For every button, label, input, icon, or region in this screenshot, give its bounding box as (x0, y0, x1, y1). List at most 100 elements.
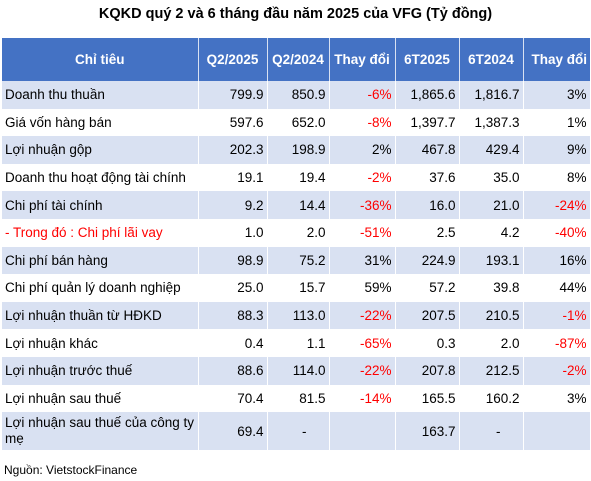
header-6t2025: 6T2025 (395, 38, 460, 81)
cell-6t2025: 207.8 (395, 356, 460, 385)
cell-6t2025: 467.8 (395, 136, 460, 164)
row-name: Lợi nhuận gộp (2, 136, 199, 164)
row-name: Chi phí tài chính (2, 191, 199, 219)
header-row: Chỉ tiêu Q2/2025 Q2/2024 Thay đổi 6T2025… (2, 38, 590, 81)
cell-q2-2025: 25.0 (198, 274, 268, 302)
cell-change-quarter: -2% (329, 163, 396, 192)
header-q2-2025: Q2/2025 (198, 38, 268, 81)
table-row: Chi phí bán hàng 98.9 75.2 31% 224.9 193.1 16% (2, 246, 591, 275)
table-row: - Trong đó : Chi phí lãi vay 1.0 2.0 -51% 2.… (2, 218, 591, 247)
cell-change-halfyear: 3% (523, 384, 591, 413)
cell-change-quarter: -51% (329, 218, 396, 247)
cell-change-halfyear: 16% (523, 246, 591, 275)
cell-change-quarter: -14% (329, 384, 396, 413)
cell-q2-2025: 19.1 (198, 163, 268, 192)
cell-change-halfyear: -1% (523, 301, 591, 330)
header-change-halfyear: Thay đổi (523, 38, 590, 81)
table-row: Chi phí quản lý doanh nghiệp 25.0 15.7 59% 5… (2, 274, 591, 302)
cell-q2-2024: 2.0 (267, 218, 330, 247)
table-row: Lợi nhuận trước thuế 88.6 114.0 -22% 207.8 21… (2, 356, 591, 385)
cell-q2-2024: 114.0 (267, 356, 330, 385)
cell-6t2024: 1,816.7 (459, 81, 524, 109)
table-row: Chi phí tài chính 9.2 14.4 -36% 16.0 21.0 -24% (2, 191, 591, 219)
cell-6t2025: 163.7 (395, 412, 460, 451)
cell-q2-2025: 0.4 (198, 329, 268, 357)
header-change-quarter: Thay đổi (329, 38, 396, 81)
cell-change-quarter: -22% (329, 301, 396, 330)
cell-q2-2024: - (267, 412, 330, 451)
cell-change-quarter: -36% (329, 191, 396, 219)
cell-6t2024: 2.0 (459, 329, 524, 357)
cell-q2-2025: 88.6 (198, 356, 268, 385)
cell-6t2025: 1,865.6 (395, 81, 460, 109)
cell-q2-2024: 652.0 (267, 108, 330, 137)
source-note: Nguồn: VietstockFinance (4, 463, 138, 477)
cell-6t2024: 212.5 (459, 356, 524, 385)
header-q2-2024: Q2/2024 (267, 38, 330, 81)
cell-q2-2025: 98.9 (198, 246, 268, 275)
financial-results-table: Chỉ tiêu Q2/2025 Q2/2024 Thay đổi 6T2025… (2, 38, 591, 451)
cell-q2-2024: 19.4 (267, 163, 330, 192)
row-name: Doanh thu hoạt động tài chính (2, 163, 199, 192)
cell-6t2025: 16.0 (395, 191, 460, 219)
cell-change-halfyear (523, 412, 591, 451)
row-name: Giá vốn hàng bán (2, 108, 199, 137)
cell-6t2024: 429.4 (459, 136, 524, 164)
cell-q2-2024: 81.5 (267, 384, 330, 413)
cell-6t2024: 21.0 (459, 191, 524, 219)
cell-q2-2024: 850.9 (267, 81, 330, 109)
row-name: Lợi nhuận khác (2, 329, 199, 357)
cell-change-halfyear: 3% (523, 81, 591, 109)
cell-change-halfyear: -24% (523, 191, 591, 219)
row-name: Chi phí quản lý doanh nghiệp (2, 274, 199, 302)
row-name: Lợi nhuận sau thuế (2, 384, 199, 413)
cell-change-quarter: 2% (329, 136, 396, 164)
cell-6t2025: 0.3 (395, 329, 460, 357)
row-name: Lợi nhuận trước thuế (2, 356, 199, 385)
cell-change-quarter (329, 412, 396, 451)
cell-change-halfyear: -87% (523, 329, 591, 357)
cell-6t2025: 2.5 (395, 218, 460, 247)
cell-6t2024: 35.0 (459, 163, 524, 192)
row-name: Doanh thu thuần (2, 81, 199, 109)
cell-q2-2025: 88.3 (198, 301, 268, 330)
cell-6t2025: 224.9 (395, 246, 460, 275)
cell-6t2025: 165.5 (395, 384, 460, 413)
cell-q2-2025: 69.4 (198, 412, 268, 451)
cell-q2-2024: 1.1 (267, 329, 330, 357)
table-title: KQKD quý 2 và 6 tháng đầu năm 2025 của V… (98, 6, 493, 22)
cell-change-quarter: 59% (329, 274, 396, 302)
row-name: - Trong đó : Chi phí lãi vay (2, 218, 199, 247)
cell-6t2025: 37.6 (395, 163, 460, 192)
cell-q2-2025: 597.6 (198, 108, 268, 137)
table-body: Doanh thu thuần 799.9 850.9 -6% 1,865.6 1,816… (2, 81, 591, 451)
table-row: Lợi nhuận khác 0.4 1.1 -65% 0.3 2.0 -87% (2, 329, 591, 357)
table-row: Lợi nhuận gộp 202.3 198.9 2% 467.8 429.4 9% (2, 136, 591, 164)
cell-6t2025: 57.2 (395, 274, 460, 302)
cell-q2-2025: 202.3 (198, 136, 268, 164)
cell-q2-2025: 799.9 (198, 81, 268, 109)
cell-6t2024: 1,387.3 (459, 108, 524, 137)
cell-6t2024: 4.2 (459, 218, 524, 247)
table-row: Lợi nhuận sau thuế 70.4 81.5 -14% 165.5 160.2… (2, 384, 591, 413)
cell-change-quarter: -22% (329, 356, 396, 385)
table-row: Lợi nhuận sau thuế của công ty mẹ 69.4- 16… (2, 412, 591, 451)
cell-6t2024: 210.5 (459, 301, 524, 330)
cell-q2-2025: 70.4 (198, 384, 268, 413)
header-indicator: Chỉ tiêu (2, 38, 199, 81)
row-name: Chi phí bán hàng (2, 246, 199, 275)
cell-6t2025: 1,397.7 (395, 108, 460, 137)
row-name: Lợi nhuận thuần từ HĐKD (2, 301, 199, 330)
cell-6t2025: 207.5 (395, 301, 460, 330)
row-name: Lợi nhuận sau thuế của công ty mẹ (2, 412, 199, 451)
cell-6t2024: 39.8 (459, 274, 524, 302)
cell-q2-2025: 1.0 (198, 218, 268, 247)
cell-q2-2024: 75.2 (267, 246, 330, 275)
cell-q2-2024: 198.9 (267, 136, 330, 164)
cell-change-halfyear: 8% (523, 163, 591, 192)
cell-q2-2024: 15.7 (267, 274, 330, 302)
cell-6t2024: 193.1 (459, 246, 524, 275)
cell-change-halfyear: 9% (523, 136, 591, 164)
cell-6t2024: 160.2 (459, 384, 524, 413)
table-row: Lợi nhuận thuần từ HĐKD 88.3 113.0 -22% 207.… (2, 301, 591, 330)
